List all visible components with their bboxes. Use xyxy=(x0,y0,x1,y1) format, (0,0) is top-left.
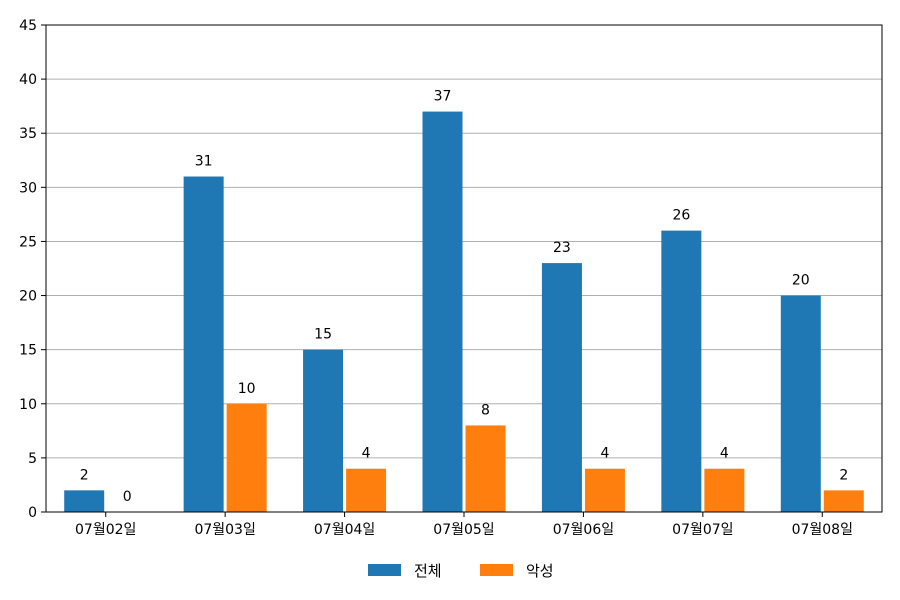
data-label: 10 xyxy=(238,381,256,397)
y-tick-label: 5 xyxy=(28,451,37,467)
legend-label: 전체 xyxy=(414,562,442,580)
y-tick-label: 15 xyxy=(19,343,37,359)
bars-group xyxy=(64,111,864,513)
y-tick-label: 20 xyxy=(19,289,37,305)
data-label: 20 xyxy=(792,273,810,289)
bar-total xyxy=(303,349,344,512)
plot-frame xyxy=(45,24,883,513)
y-tick-label: 25 xyxy=(19,234,37,250)
data-label: 8 xyxy=(481,402,490,418)
x-tick-label: 07월08일 xyxy=(792,522,853,538)
x-tick-label: 07월04일 xyxy=(314,522,375,538)
data-label: 4 xyxy=(720,446,729,462)
y-tick-label: 30 xyxy=(19,180,37,196)
bar-malicious xyxy=(226,403,267,512)
bar-malicious xyxy=(346,468,387,512)
data-label: 23 xyxy=(553,240,571,256)
x-tick-label: 07월03일 xyxy=(194,522,255,538)
x-axis: 07월02일 07월03일 07월04일 07월05일 07월06일 07월07일 07월0… xyxy=(75,512,853,538)
bar-total xyxy=(422,111,463,513)
x-tick-label: 07월05일 xyxy=(433,522,494,538)
x-tick-label: 07월07일 xyxy=(672,522,733,538)
grid-lines xyxy=(46,78,882,459)
bar-total xyxy=(661,230,702,512)
x-tick-label: 07월06일 xyxy=(553,522,614,538)
bar-total xyxy=(64,490,105,512)
y-axis: 0 5 10 15 20 25 30 35 40 45 xyxy=(19,18,46,521)
data-label: 31 xyxy=(195,154,213,170)
legend-swatch xyxy=(480,564,513,576)
legend: 전체 악성 xyxy=(368,562,554,580)
y-tick-label: 35 xyxy=(19,126,37,142)
bar-malicious xyxy=(823,490,864,512)
bar-malicious xyxy=(584,468,625,512)
data-label: 0 xyxy=(123,489,132,505)
x-tick-label: 07월02일 xyxy=(75,522,136,538)
data-label: 26 xyxy=(672,208,690,224)
y-tick-label: 10 xyxy=(19,397,37,413)
legend-label: 악성 xyxy=(526,562,554,580)
bar-total xyxy=(183,176,224,512)
bar-total xyxy=(541,263,582,512)
data-label: 2 xyxy=(80,467,89,483)
y-tick-label: 45 xyxy=(19,18,37,34)
y-tick-label: 0 xyxy=(28,505,37,521)
data-label: 2 xyxy=(839,467,848,483)
data-label: 4 xyxy=(600,446,609,462)
data-label: 15 xyxy=(314,327,332,343)
y-tick-label: 40 xyxy=(19,72,37,88)
bar-malicious xyxy=(704,468,745,512)
legend-swatch xyxy=(368,564,401,576)
bar-malicious xyxy=(465,425,506,512)
data-label: 4 xyxy=(362,446,371,462)
data-label: 37 xyxy=(434,89,452,105)
bar-total xyxy=(780,295,821,512)
